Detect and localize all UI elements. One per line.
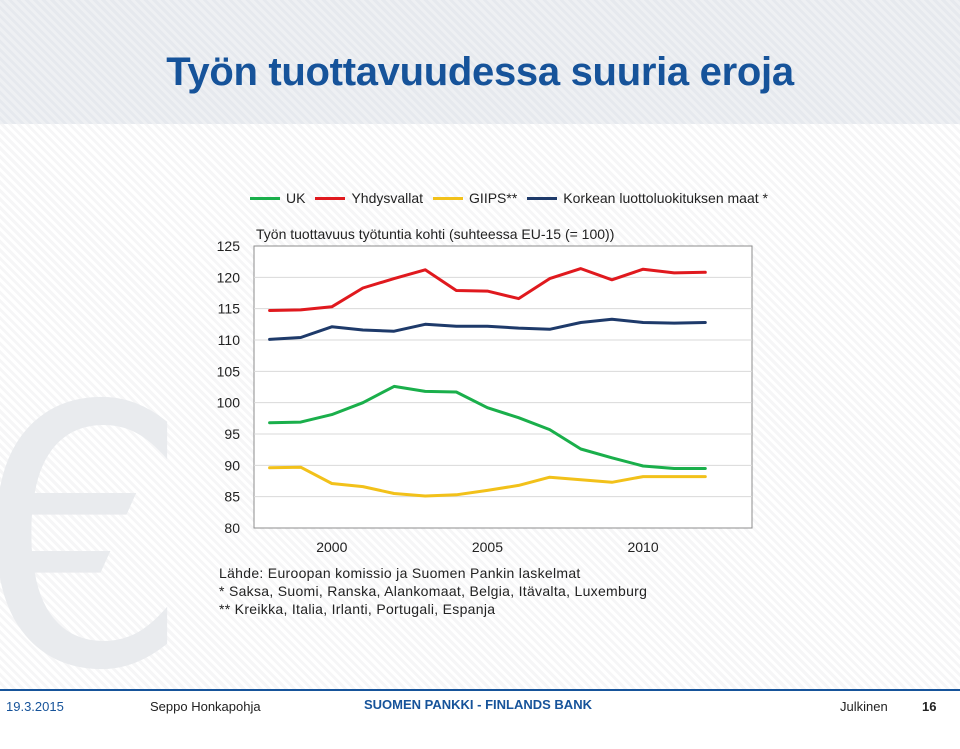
y-tick-label: 120 <box>217 269 241 285</box>
series-line-0 <box>268 384 707 470</box>
line-chart: 80 85 90 95 100 105 110 115 120 125 2000 2005 2010 <box>217 238 753 555</box>
legend-swatch-uk <box>250 196 280 200</box>
page-number: 16 <box>922 699 937 714</box>
legend-item-uk: UK <box>250 190 305 206</box>
title-band <box>0 0 960 124</box>
legend-label-high-rating: Korkean luottoluokituksen maat * <box>563 190 768 206</box>
footnote-giips: ** Kreikka, Italia, Irlanti, Portugali, … <box>219 601 496 617</box>
chart-legend: UK Yhdysvallat GIIPS** Korkean luottoluo… <box>250 188 778 208</box>
legend-item-usa: Yhdysvallat <box>315 190 423 206</box>
footer-divider <box>0 689 960 691</box>
legend-label-usa: Yhdysvallat <box>351 190 424 206</box>
series-line-3 <box>268 317 707 341</box>
footer-classification: Julkinen <box>840 699 888 714</box>
euro-sign-icon: € <box>0 330 192 749</box>
legend-swatch-high-rating <box>527 196 558 200</box>
y-tick-label: 85 <box>224 489 240 505</box>
series-line-2 <box>268 465 707 498</box>
slide-title: Työn tuottavuudessa suuria eroja <box>166 50 794 94</box>
x-tick-label: 2005 <box>472 539 503 555</box>
footer-date: 19.3.2015 <box>6 699 64 714</box>
x-tick-label: 2000 <box>316 539 347 555</box>
y-tick-label: 110 <box>218 332 241 348</box>
y-tick-label: 100 <box>217 395 241 411</box>
x-tick-label: 2010 <box>627 539 658 555</box>
y-tick-label: 95 <box>224 426 240 442</box>
legend-item-giips: GIIPS** <box>433 190 517 206</box>
y-tick-label: 115 <box>218 301 241 317</box>
legend-item-high-rating: Korkean luottoluokituksen maat * <box>527 190 768 206</box>
chart-subtitle: Työn tuottavuus työtuntia kohti (suhtees… <box>256 226 615 242</box>
footer-bank-name: SUOMEN PANKKI - FINLANDS BANK <box>364 697 592 712</box>
footnote-high-rating: * Saksa, Suomi, Ranska, Alankomaat, Belg… <box>219 583 648 599</box>
plot-area <box>253 245 753 529</box>
y-tick-label: 90 <box>224 457 240 473</box>
source-note: Lähde: Euroopan komissio ja Suomen Panki… <box>219 565 581 581</box>
chart-notes: Lähde: Euroopan komissio ja Suomen Panki… <box>219 564 647 618</box>
legend-label-uk: UK <box>286 190 306 206</box>
y-tick-label: 125 <box>217 238 241 254</box>
y-tick-label: 80 <box>224 520 240 536</box>
legend-swatch-giips <box>433 196 464 200</box>
legend-swatch-usa <box>315 196 346 200</box>
legend-label-giips: GIIPS** <box>469 190 518 206</box>
series-line-1 <box>268 267 707 312</box>
y-tick-label: 105 <box>217 363 241 379</box>
footer-author: Seppo Honkapohja <box>150 699 261 714</box>
